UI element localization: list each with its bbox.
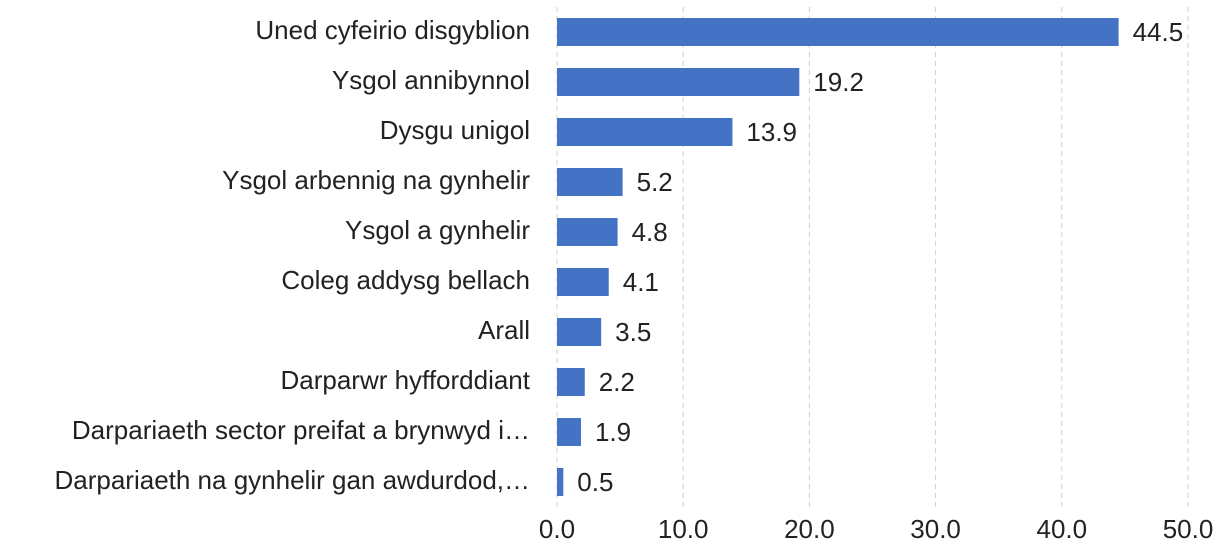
data-label: 4.1	[623, 267, 659, 297]
x-tick-label: 0.0	[539, 514, 575, 544]
bar	[557, 168, 623, 196]
y-tick-label: Ysgol a gynhelir	[345, 215, 530, 245]
x-tick-label: 20.0	[784, 514, 835, 544]
y-tick-label: Darpariaeth na gynhelir gan awdurdod,…	[54, 465, 530, 495]
data-label: 13.9	[746, 117, 797, 147]
bar	[557, 118, 733, 146]
data-label: 19.2	[813, 67, 864, 97]
y-tick-label: Uned cyfeirio disgyblion	[255, 15, 530, 45]
data-label: 5.2	[637, 167, 673, 197]
data-label: 2.2	[599, 367, 635, 397]
x-tick-label: 40.0	[1036, 514, 1087, 544]
y-tick-label: Darparwr hyfforddiant	[280, 365, 530, 395]
x-tick-label: 10.0	[658, 514, 709, 544]
data-label: 4.8	[632, 217, 668, 247]
x-tick-label: 50.0	[1163, 514, 1214, 544]
data-label: 3.5	[615, 317, 651, 347]
bar	[557, 418, 581, 446]
y-tick-label: Coleg addysg bellach	[281, 265, 530, 295]
data-label: 0.5	[577, 467, 613, 497]
y-tick-label: Ysgol arbennig na gynhelir	[222, 165, 530, 195]
data-label: 44.5	[1133, 17, 1184, 47]
bar	[557, 368, 585, 396]
bar	[557, 18, 1119, 46]
y-tick-label: Ysgol annibynnol	[332, 65, 530, 95]
y-tick-label: Arall	[478, 315, 530, 345]
bar	[557, 318, 602, 346]
y-tick-label: Dysgu unigol	[380, 115, 530, 145]
data-label: 1.9	[595, 417, 631, 447]
bar	[557, 468, 564, 496]
x-tick-label: 30.0	[910, 514, 961, 544]
y-tick-label: Darpariaeth sector preifat a brynwyd i…	[72, 415, 530, 445]
bar	[557, 218, 618, 246]
bar	[557, 68, 800, 96]
bar	[557, 268, 609, 296]
